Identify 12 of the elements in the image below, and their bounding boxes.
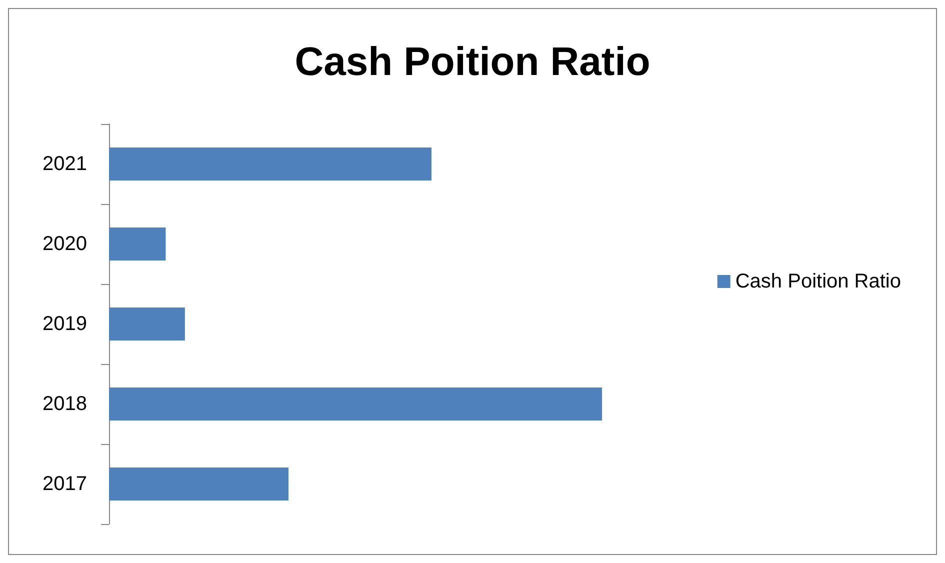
bar [109,468,288,500]
bar [109,308,185,340]
y-tick-label: 2019 [42,313,87,335]
legend-label: Cash Poition Ratio [735,270,902,292]
y-tick-label: 2017 [42,473,87,495]
y-tick-label: 2021 [42,153,87,175]
chart-title: Cash Poition Ratio [294,40,650,84]
bar [109,148,432,180]
bar [109,388,602,420]
bar [109,228,166,260]
y-tick-label: 2018 [42,393,87,415]
y-tick-label: 2020 [42,233,87,255]
